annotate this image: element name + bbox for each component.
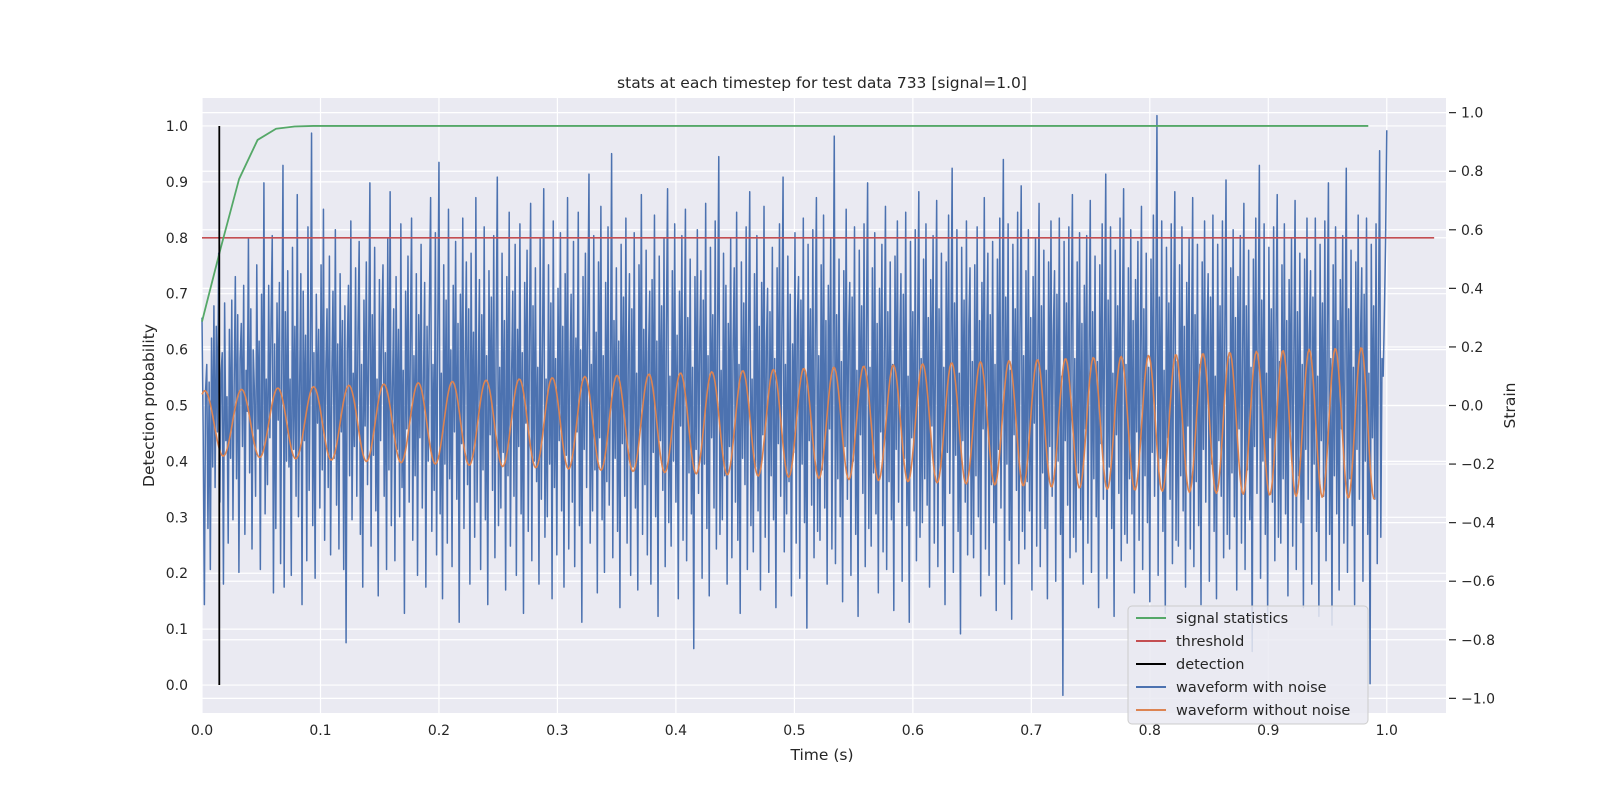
y-tick-label-right: 0.2 bbox=[1461, 340, 1483, 356]
x-tick-label: 0.2 bbox=[428, 723, 450, 739]
y-tick-label-left: 0.0 bbox=[166, 678, 188, 694]
x-tick-label: 0.6 bbox=[902, 723, 924, 739]
y-tick-label-left: 0.1 bbox=[166, 622, 188, 638]
y-tick-label-left: 0.8 bbox=[166, 231, 188, 247]
y-tick-label-left: 0.2 bbox=[166, 566, 188, 582]
y-tick-label-right: 0.8 bbox=[1461, 164, 1483, 180]
y-tick-label-right: −1.0 bbox=[1461, 691, 1495, 707]
x-tick-label: 0.7 bbox=[1020, 723, 1042, 739]
x-tick-label: 0.0 bbox=[191, 723, 213, 739]
y-tick-label-right: −0.2 bbox=[1461, 457, 1495, 473]
y-tick-label-left: 0.5 bbox=[166, 399, 188, 415]
legend-label: detection bbox=[1176, 657, 1244, 673]
y-tick-label-left: 1.0 bbox=[166, 119, 188, 135]
x-tick-label: 1.0 bbox=[1376, 723, 1398, 739]
legend-label: threshold bbox=[1176, 634, 1244, 650]
x-tick-label: 0.3 bbox=[546, 723, 568, 739]
legend-label: signal statistics bbox=[1176, 611, 1288, 627]
series-signal-statistics bbox=[201, 125, 1369, 322]
chart-title: stats at each timestep for test data 733… bbox=[617, 74, 1027, 92]
x-tick-label: 0.1 bbox=[309, 723, 331, 739]
y-axis-label-right: Strain bbox=[1501, 383, 1519, 429]
x-tick-label: 0.4 bbox=[665, 723, 687, 739]
y-tick-label-right: −0.4 bbox=[1461, 516, 1495, 532]
y-tick-label-left: 0.9 bbox=[166, 175, 188, 191]
x-tick-label: 0.8 bbox=[1139, 723, 1161, 739]
legend-box bbox=[1127, 605, 1369, 725]
y-tick-label-left: 0.3 bbox=[166, 510, 188, 526]
y-tick-label-right: −0.6 bbox=[1461, 574, 1495, 590]
legend-label: waveform with noise bbox=[1176, 680, 1327, 696]
y-tick-label-left: 0.7 bbox=[166, 287, 188, 303]
y-axis-label-left: Detection probability bbox=[140, 324, 158, 487]
y-tick-label-right: 1.0 bbox=[1461, 106, 1483, 122]
y-tick-label-right: 0.4 bbox=[1461, 281, 1483, 297]
y-tick-label-left: 0.4 bbox=[166, 454, 188, 470]
x-axis-label: Time (s) bbox=[789, 746, 853, 764]
series-waveform-with-noise bbox=[201, 114, 1388, 697]
y-tick-label-right: −0.8 bbox=[1461, 633, 1495, 649]
legend-label: waveform without noise bbox=[1176, 703, 1350, 719]
x-tick-label: 0.5 bbox=[783, 723, 805, 739]
y-tick-label-right: 0.0 bbox=[1461, 399, 1483, 415]
y-tick-label-right: 0.6 bbox=[1461, 223, 1483, 239]
series-layer bbox=[201, 114, 1435, 697]
y-tick-label-left: 0.6 bbox=[166, 343, 188, 359]
axes-layer: 0.0 0.1 0.2 0.3 0.4 0.5 0.6 0.7 0.8 0.9 1.0 0.0 0.1 0… bbox=[166, 106, 1495, 739]
x-tick-label: 0.9 bbox=[1257, 723, 1279, 739]
series-waveform-without-noise bbox=[201, 347, 1376, 500]
legend: signal statistics threshold detection wavef… bbox=[1127, 605, 1369, 725]
